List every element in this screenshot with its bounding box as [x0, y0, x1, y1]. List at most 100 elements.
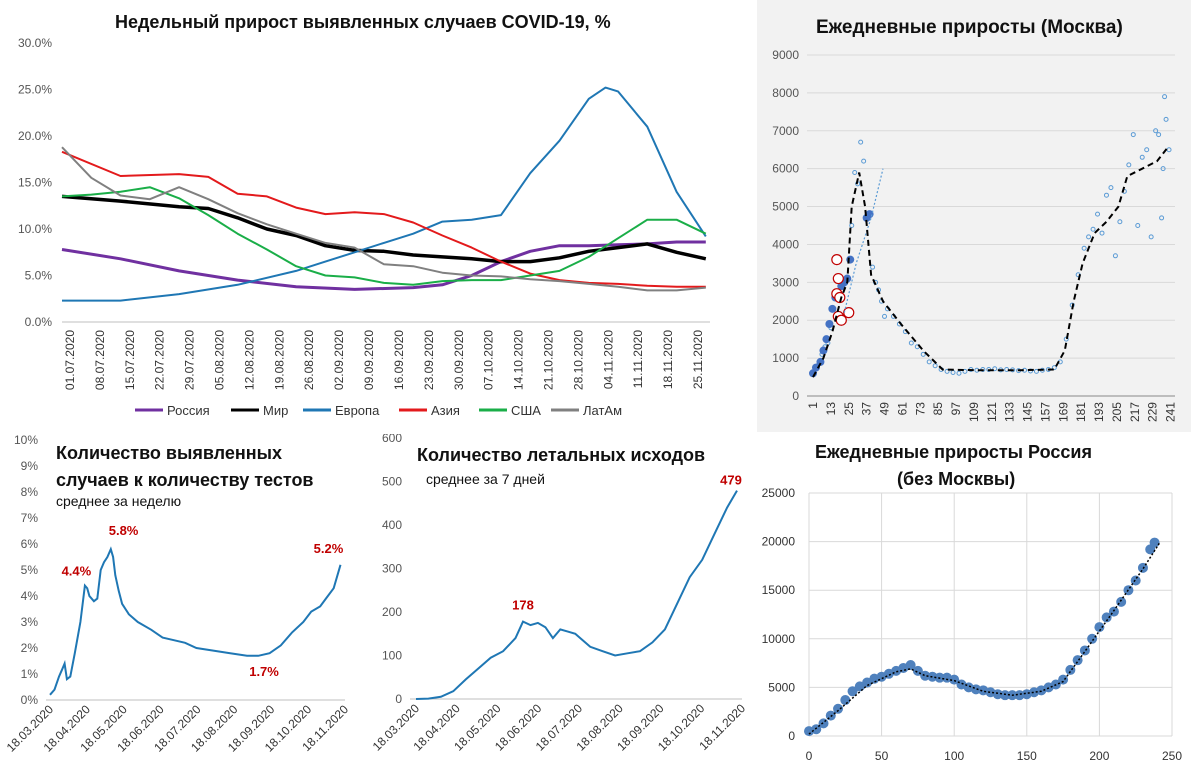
data-point	[944, 368, 950, 374]
series-line	[62, 86, 707, 302]
data-point	[1159, 215, 1165, 221]
y-tick-label: 25.0%	[18, 83, 52, 97]
y-tick-label: 0%	[21, 693, 39, 707]
data-point	[1099, 230, 1105, 236]
data-point	[852, 169, 858, 175]
data-point	[847, 686, 858, 697]
x-tick-label: 109	[967, 402, 981, 422]
y-tick-label: 6%	[21, 537, 39, 551]
chart-title: Ежедневные приросты Россия	[815, 442, 1092, 462]
data-point	[1130, 132, 1136, 138]
data-point	[1101, 612, 1112, 623]
y-tick-label: 30.0%	[18, 36, 52, 50]
x-tick-label: 26.08.2020	[302, 330, 316, 390]
legend-label: Азия	[431, 403, 460, 418]
legend-label: США	[511, 403, 541, 418]
y-tick-label: 10%	[14, 434, 38, 447]
x-tick-label: 217	[1128, 402, 1142, 422]
y-tick-label: 10.0%	[18, 222, 52, 236]
data-point	[1079, 645, 1090, 656]
x-tick-label: 250	[1162, 749, 1182, 763]
chart-title: Количество летальных исходов	[417, 445, 706, 465]
x-tick-label: 100	[944, 749, 964, 763]
chart-positivity: 0% 1% 2% 3% 4% 5% 6% 7% 8% 9% 10% 18.03.2020 18.04.2…	[0, 434, 370, 768]
data-label: 4.4%	[62, 564, 92, 579]
x-tick-label: 12.08.2020	[242, 330, 256, 390]
data-point	[1156, 132, 1162, 138]
x-tick-label: 05.08.2020	[213, 330, 227, 390]
data-point	[819, 346, 828, 355]
data-point	[1108, 185, 1114, 191]
y-tick-label: 1000	[772, 351, 799, 365]
x-tick-label: 19.08.2020	[272, 330, 286, 390]
data-point	[1163, 116, 1169, 122]
data-point	[846, 255, 855, 264]
x-tick-label: 85	[931, 402, 945, 416]
data-point	[1139, 154, 1145, 160]
x-tick-label: 73	[913, 402, 927, 416]
y-tick-label: 5.0%	[25, 269, 53, 283]
x-tick-label: 30.09.2020	[452, 330, 466, 390]
data-label: 479	[720, 473, 742, 488]
deaths-svg: 010020030040050060018.03.202018.04.20201…	[370, 434, 748, 754]
data-point	[833, 703, 844, 714]
series-line	[415, 490, 738, 700]
data-point	[1160, 166, 1166, 172]
x-tick-label: 1	[806, 402, 820, 409]
y-tick-label: 3%	[21, 615, 39, 629]
x-tick-label: 02.09.2020	[332, 330, 346, 390]
y-tick-label: 9000	[772, 48, 799, 62]
x-tick-label: 04.11.2020	[601, 330, 615, 389]
x-tick-label: 181	[1074, 402, 1088, 422]
x-tick-label: 15.07.2020	[123, 330, 137, 390]
y-tick-label: 400	[382, 518, 402, 532]
data-point	[1033, 368, 1039, 374]
chart-deaths: 0 100 200 300 400 500 600 18.03.2020 18.04.2020 1…	[370, 434, 755, 768]
trend-line	[808, 541, 1162, 735]
chart-russia-daily: 0 5000 10000 15000 20000 25000 0 50 100 150 200 250…	[757, 434, 1191, 768]
data-point	[926, 359, 932, 365]
x-tick-label: 169	[1056, 402, 1070, 422]
y-tick-label: 0	[792, 389, 799, 403]
positivity-svg: 0%1%2%3%4%5%6%7%8%9%10%18.03.202018.04.2…	[4, 434, 352, 755]
x-tick-label: 145	[1021, 402, 1035, 422]
y-tick-label: 20.0%	[18, 129, 52, 143]
data-point	[1090, 226, 1096, 232]
x-tick-label: 13	[824, 402, 838, 416]
y-tick-label: 5000	[772, 200, 799, 214]
legend-label: Россия	[167, 403, 210, 418]
data-point	[835, 314, 847, 326]
data-point	[992, 366, 998, 372]
trend-line	[812, 145, 1170, 378]
y-tick-label: 7%	[21, 511, 39, 525]
y-tick-label: 500	[382, 475, 402, 489]
y-tick-label: 5%	[21, 563, 39, 577]
data-point	[834, 291, 846, 304]
chart-title: Недельный прирост выявленных случаев COV…	[115, 12, 611, 32]
y-tick-label: 8000	[772, 86, 799, 100]
y-tick-label: 4000	[772, 237, 799, 251]
x-tick-label: 25.11.2020	[691, 330, 705, 389]
chart-title: Ежедневные приросты (Москва)	[816, 17, 1123, 38]
data-point	[1058, 674, 1069, 685]
data-point	[811, 363, 820, 372]
chart-weekly-growth: 0.0% 5.0% 10.0% 15.0% 20.0% 25.0% 30.0% 01.07.2…	[0, 0, 755, 432]
y-tick-label: 15000	[762, 583, 796, 597]
x-tick-label: 241	[1164, 402, 1178, 422]
chart-title: Количество выявленных случаев к количест…	[56, 443, 314, 490]
data-point	[1094, 622, 1105, 633]
data-point	[1135, 223, 1141, 228]
x-tick-label: 150	[1017, 749, 1037, 763]
data-point	[1153, 128, 1159, 134]
data-point	[1130, 575, 1141, 586]
x-tick-label: 200	[1089, 749, 1109, 763]
y-tick-label: 0	[788, 729, 795, 743]
x-tick-label: 193	[1092, 402, 1106, 422]
y-tick-label: 2%	[21, 641, 39, 655]
data-label: 5.8%	[109, 523, 139, 538]
y-tick-label: 200	[382, 605, 402, 619]
x-tick-label: 28.10.2020	[571, 330, 585, 390]
data-label: 5.2%	[314, 541, 344, 556]
x-tick-label: 18.11.2020	[661, 330, 675, 389]
data-point	[825, 320, 834, 329]
